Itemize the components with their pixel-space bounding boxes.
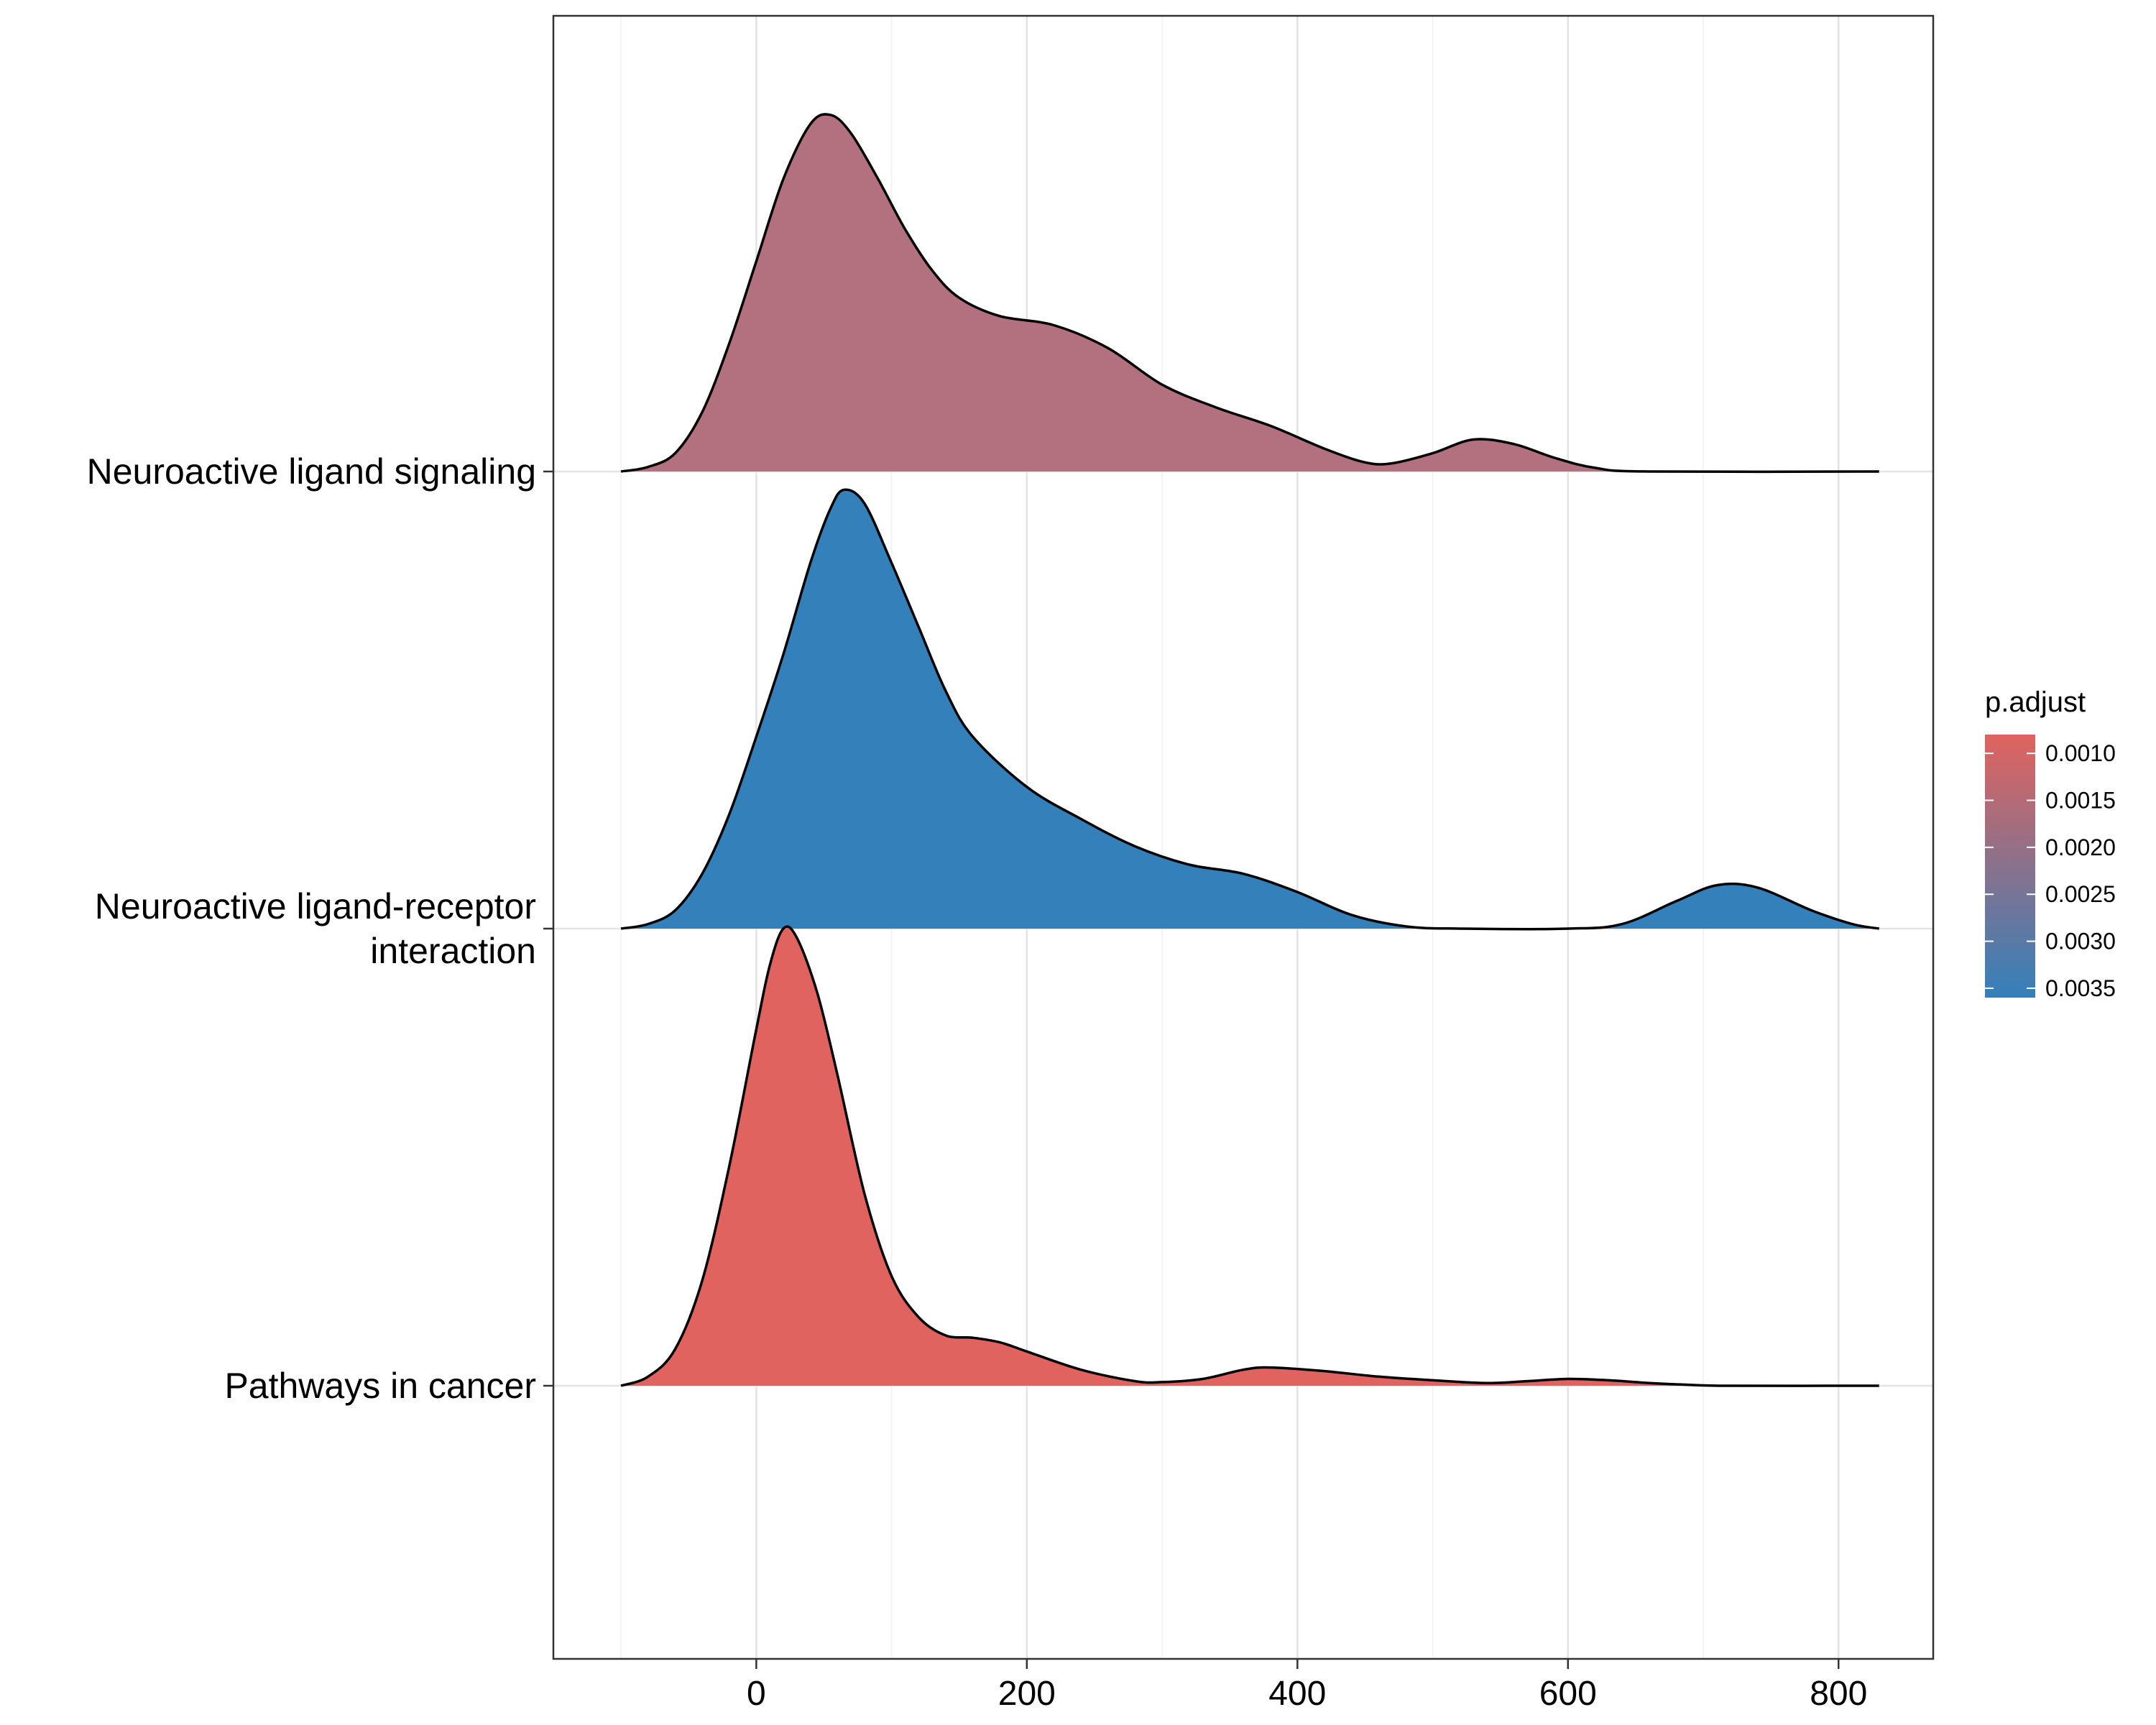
legend-tick-label: 0.0010 xyxy=(2045,740,2116,766)
y-axis: Pathways in cancer Neuroactive ligand-rec… xyxy=(87,451,553,1406)
legend-tick-label: 0.0030 xyxy=(2045,929,2116,954)
legend-title: p.adjust xyxy=(1985,686,2086,718)
y-tick-label: interaction xyxy=(370,931,536,971)
x-tick-label: 800 xyxy=(1810,1675,1867,1713)
y-tick-label: Neuroactive ligand signaling xyxy=(87,451,536,492)
y-tick-label: Neuroactive ligand-receptor xyxy=(95,886,536,926)
legend-tick-label: 0.0020 xyxy=(2045,834,2116,860)
ridge-area-neuroactive-ligand-signaling xyxy=(621,114,1879,472)
legend: p.adjust 0.0010 0.0015 0.0020 0.0025 0.0030 0.… xyxy=(1985,686,2116,1001)
legend-tick-label: 0.0035 xyxy=(2045,975,2116,1001)
x-tick-label: 400 xyxy=(1268,1675,1326,1713)
legend-tick-label: 0.0025 xyxy=(2045,881,2116,907)
density-ridges xyxy=(620,113,1880,1387)
ridge-outline-pathways-in-cancer xyxy=(620,925,1879,1387)
ridge-area-pathways-in-cancer xyxy=(621,926,1879,1386)
x-tick-label: 600 xyxy=(1539,1675,1597,1713)
x-tick-label: 0 xyxy=(747,1675,766,1713)
legend-color-bar xyxy=(1985,735,2035,998)
x-axis: 0 200 400 600 800 xyxy=(747,1659,1867,1713)
plot-border xyxy=(552,14,1935,1660)
legend-tick-label: 0.0015 xyxy=(2045,788,2116,814)
ridge-outline-neuroactive-ligand-receptor-interaction xyxy=(620,488,1880,931)
y-tick-label: Pathways in cancer xyxy=(224,1366,536,1406)
x-tick-label: 200 xyxy=(998,1675,1056,1713)
ridge-area-neuroactive-ligand-receptor-interaction xyxy=(621,489,1879,929)
ridge-outline-neuroactive-ligand-signaling xyxy=(620,113,1879,474)
